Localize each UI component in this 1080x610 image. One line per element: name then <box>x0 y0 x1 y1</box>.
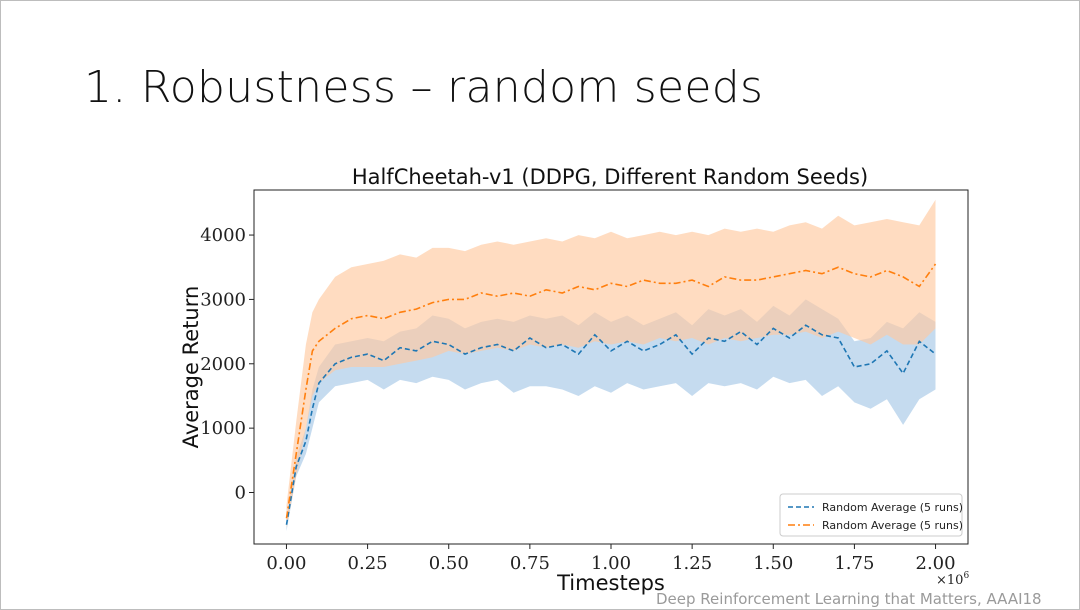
x-axis-title: Timesteps <box>556 571 665 595</box>
legend-label-2: Random Average (5 runs) <box>822 519 963 532</box>
x-tick-label: 1.50 <box>753 553 793 574</box>
legend: Random Average (5 runs) Random Average (5… <box>779 493 963 537</box>
series-2-band <box>286 199 936 528</box>
legend-box <box>779 493 963 537</box>
series-1-band <box>286 299 936 532</box>
y-tick-label: 1000 <box>200 418 246 439</box>
y-tick-label: 3000 <box>200 289 246 310</box>
series-1-line <box>285 324 936 525</box>
x-tick-label: 0.50 <box>429 553 469 574</box>
y-tick-label: 4000 <box>200 225 246 246</box>
x-tick-label: 2.00 <box>916 553 956 574</box>
series-2-line <box>285 263 937 519</box>
x-tick-label: 0.00 <box>266 553 306 574</box>
x-tick-label: 1.25 <box>672 553 712 574</box>
y-axis-title: Average Return <box>179 286 203 449</box>
x-tick-label: 1.00 <box>591 553 631 574</box>
x-tick-label: 0.25 <box>348 553 388 574</box>
x-multiplier-label: ×106 <box>936 571 969 588</box>
chart-title: HalfCheetah-v1 (DDPG, Different Random S… <box>352 165 868 189</box>
legend-label-1: Random Average (5 runs) <box>822 501 963 514</box>
y-tick-label: 2000 <box>200 354 246 375</box>
x-tick-label: 0.75 <box>510 553 550 574</box>
axes: 0.00 0.25 0.50 0.75 1.00 1.25 1.50 1.75 2.00 0 100… <box>200 225 955 574</box>
citation: Deep Reinforcement Learning that Matters… <box>656 590 1042 608</box>
x-tick-label: 1.75 <box>834 553 874 574</box>
plot-area <box>285 199 937 532</box>
y-tick-label: 0 <box>235 483 246 504</box>
slide-title: 1. Robustness – random seeds <box>84 62 764 113</box>
